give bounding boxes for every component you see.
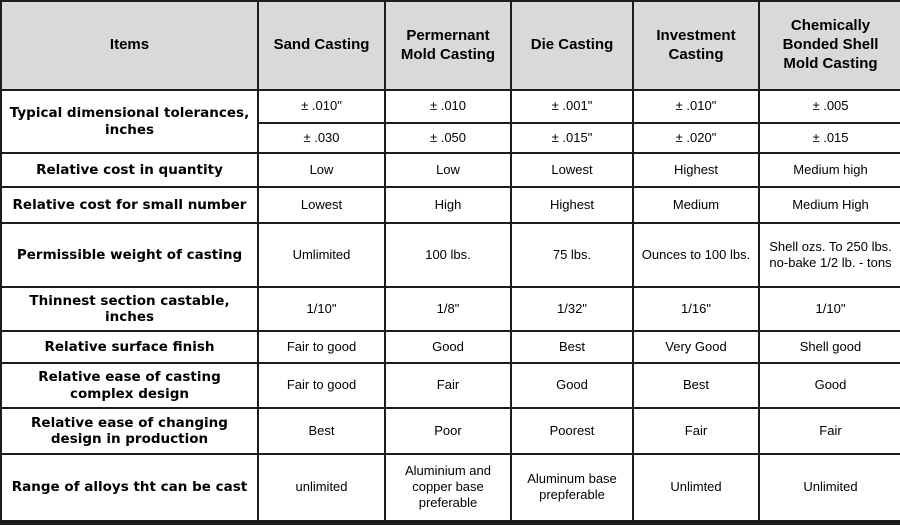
table-cell: Very Good <box>632 330 760 364</box>
table-cell: Good <box>758 362 900 409</box>
column-header-die-casting: Die Casting <box>510 0 634 91</box>
table-row: Relative ease of casting complex design F… <box>0 362 900 409</box>
column-header-permernant-mold-casting: Permernant Mold Casting <box>384 0 512 91</box>
table-cell: Unlimited <box>758 453 900 525</box>
table-cell: ± .010 <box>384 89 512 124</box>
table-cell: ± .010" <box>257 89 386 124</box>
table-cell: Fair to good <box>257 362 386 409</box>
table-cell: Poor <box>384 407 512 455</box>
table-cell: ± .015" <box>510 122 634 154</box>
table-cell: High <box>384 186 512 224</box>
table-cell: Low <box>384 152 512 188</box>
table-cell: 1/32" <box>510 286 634 332</box>
table-header-row: Items Sand Casting Permernant Mold Casting… <box>0 0 900 91</box>
column-header-chemically-bonded-shell-mold-casting: Chemically Bonded Shell Mold Casting <box>758 0 900 91</box>
row-label-thinnest-section-castable-inches: Thinnest section castable, inches <box>0 286 259 332</box>
table-row: Relative cost in quantity Low Low Lowest Hig… <box>0 152 900 188</box>
table-cell: 1/8" <box>384 286 512 332</box>
table-cell: ± .001" <box>510 89 634 124</box>
table-cell: 1/16" <box>632 286 760 332</box>
table-cell: 1/10" <box>758 286 900 332</box>
table-cell: Fair <box>758 407 900 455</box>
table-cell: Aluminium and copper base preferable <box>384 453 512 525</box>
table-cell: Lowest <box>257 186 386 224</box>
table-row: ± .030 ± .050 ± .015" ± .020" ± .015 <box>1 122 900 154</box>
table-row: Relative ease of changing design in prod… <box>0 407 900 455</box>
table-cell: 100 lbs. <box>384 222 512 288</box>
table-cell: Ounces to 100 lbs. <box>632 222 760 288</box>
table-cell: ± .010" <box>632 89 760 124</box>
table-cell: Fair <box>384 362 512 409</box>
column-header-sand-casting: Sand Casting <box>257 0 386 91</box>
table-cell: Fair to good <box>257 330 386 364</box>
table-cell: ± .030 <box>257 122 386 154</box>
table-cell: Umlimited <box>257 222 386 288</box>
table-row: Relative surface finish Fair to good Good B… <box>0 330 900 364</box>
table-cell: ± .015 <box>758 122 900 154</box>
table-cell: Shell good <box>758 330 900 364</box>
table-cell: 1/10" <box>257 286 386 332</box>
table-cell: Low <box>257 152 386 188</box>
table-cell: Highest <box>510 186 634 224</box>
table-row: Typical dimensional tolerances, inches ± … <box>0 89 900 154</box>
header-row: Items Sand Casting Permernant Mold Casting… <box>0 0 900 91</box>
table-cell: Poorest <box>510 407 634 455</box>
table-body: Typical dimensional tolerances, inches ± … <box>0 89 900 525</box>
row-label-relative-cost-in-quantity: Relative cost in quantity <box>0 152 259 188</box>
table-cell: Lowest <box>510 152 634 188</box>
table-cell: Fair <box>632 407 760 455</box>
table-cell: Highest <box>632 152 760 188</box>
row-label-relative-surface-finish: Relative surface finish <box>0 330 259 364</box>
row-label-relative-ease-of-changing-design-in-production: Relative ease of changing design in prod… <box>0 407 259 455</box>
table-cell: Best <box>632 362 760 409</box>
table-cell: Unlimted <box>632 453 760 525</box>
table-cell: Good <box>384 330 512 364</box>
table-row: Range of alloys tht can be cast unlimited… <box>0 453 900 525</box>
table-cell: ± .005 <box>758 89 900 124</box>
table-cell: Shell ozs. To 250 lbs. no-bake 1/2 lb. -… <box>758 222 900 288</box>
table-cell: Best <box>510 330 634 364</box>
row-label-permissible-weight-of-casting: Permissible weight of casting <box>0 222 259 288</box>
table-cell: 75 lbs. <box>510 222 634 288</box>
table-cell: ± .050 <box>384 122 512 154</box>
row-label-relative-cost-for-small-number: Relative cost for small number <box>0 186 259 224</box>
table-cell: Medium high <box>758 152 900 188</box>
row-label-range-of-alloys-tht-can-be-cast: Range of alloys tht can be cast <box>0 453 259 525</box>
table-cell: ± .020" <box>632 122 760 154</box>
column-header-items: Items <box>0 0 259 91</box>
row-label-relative-ease-of-casting-complex-design: Relative ease of casting complex design <box>0 362 259 409</box>
row-label-typical-dimensional-tolerances-inches: Typical dimensional tolerances, inches <box>0 89 259 154</box>
table-cell: Good <box>510 362 634 409</box>
column-header-investment-casting: Investment Casting <box>632 0 760 91</box>
table-row: Permissible weight of casting Umlimited 10… <box>0 222 900 288</box>
table-row: Thinnest section castable, inches 1/10" 1/… <box>0 286 900 332</box>
table-cell: Aluminum base prepferable <box>510 453 634 525</box>
table-cell: Best <box>257 407 386 455</box>
table-cell: Medium <box>632 186 760 224</box>
table-cell: Medium High <box>758 186 900 224</box>
table-cell: unlimited <box>257 453 386 525</box>
table-row: Relative cost for small number Lowest High… <box>0 186 900 224</box>
